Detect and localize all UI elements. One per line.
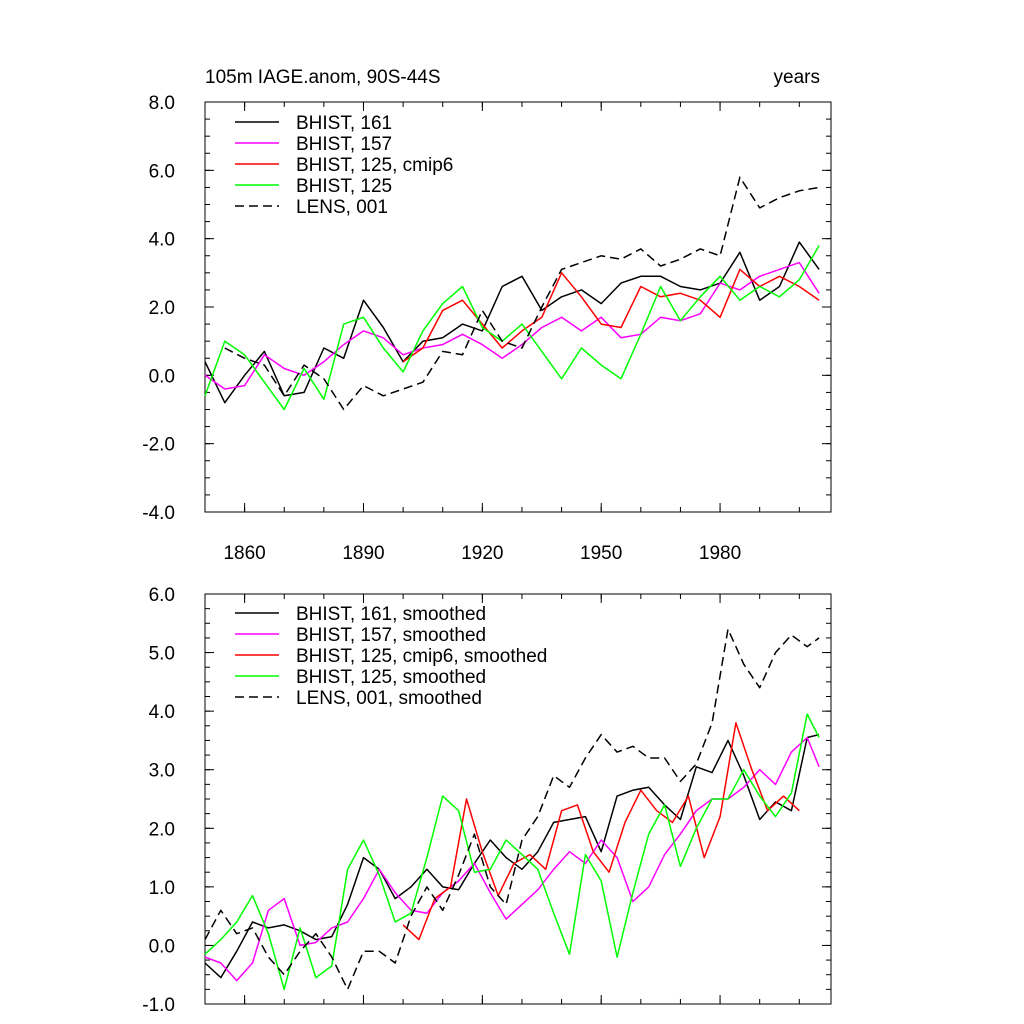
y-tick-label: -2.0 — [142, 435, 175, 456]
series-line — [204, 241, 820, 404]
x-tick-label: 1890 — [342, 543, 384, 564]
legend-label: BHIST, 125 — [296, 176, 392, 197]
x-tick-label: 1950 — [580, 543, 622, 564]
x-tick-label: 1860 — [223, 543, 265, 564]
series-line — [204, 713, 820, 991]
y-tick-label: -1.0 — [142, 995, 175, 1016]
legend-label: BHIST, 125, cmip6, smoothed — [296, 646, 547, 667]
x-tick-label: 1980 — [699, 543, 741, 564]
y-tick-label: 1.0 — [149, 878, 175, 899]
y-tick-label: 3.0 — [149, 761, 175, 782]
bottom-axis-ticks: -1.0 0.0 1.0 2.0 3.0 4.0 5.0 6.0 — [142, 585, 831, 1016]
series-line — [224, 176, 820, 411]
y-tick-label: 0.0 — [149, 366, 175, 387]
y-tick-label: 2.0 — [149, 298, 175, 319]
x-tick-label: 1920 — [461, 543, 503, 564]
legend-label: LENS, 001, smoothed — [296, 688, 482, 709]
y-tick-label: 6.0 — [149, 585, 175, 606]
legend-label: BHIST, 125, cmip6 — [296, 155, 453, 176]
series-line — [402, 722, 800, 941]
bottom-series-lines — [204, 628, 820, 991]
y-tick-label: -4.0 — [142, 503, 175, 524]
legend-label: BHIST, 125, smoothed — [296, 667, 486, 688]
bottom-panel: -1.0 0.0 1.0 2.0 3.0 4.0 5.0 6.0 BHIST, 161, sm… — [142, 585, 832, 1016]
series-line — [402, 268, 820, 363]
y-tick-label: 8.0 — [149, 93, 175, 114]
y-tick-label: 2.0 — [149, 819, 175, 840]
y-tick-label: 4.0 — [149, 230, 175, 251]
legend-label: BHIST, 157, smoothed — [296, 625, 486, 646]
top-series-lines — [204, 176, 820, 411]
top-panel: 105m IAGE.anom, 90S-44S years -4.0 -2.0 0.… — [142, 67, 832, 564]
legend-label: BHIST, 161 — [296, 113, 392, 134]
top-title-right: years — [774, 67, 820, 88]
legend-label: BHIST, 161, smoothed — [296, 604, 486, 625]
y-tick-label: 0.0 — [149, 936, 175, 957]
legend-label: LENS, 001 — [296, 197, 388, 218]
top-title-left: 105m IAGE.anom, 90S-44S — [205, 67, 441, 88]
top-axis-ticks: -4.0 -2.0 0.0 2.0 4.0 6.0 8.0 1860 1890 1920 1950 1… — [142, 93, 831, 564]
series-line — [204, 245, 820, 411]
y-tick-label: 4.0 — [149, 702, 175, 723]
y-tick-label: 5.0 — [149, 644, 175, 665]
legend-label: BHIST, 157 — [296, 134, 392, 155]
series-line — [204, 628, 820, 991]
y-tick-label: 6.0 — [149, 161, 175, 182]
